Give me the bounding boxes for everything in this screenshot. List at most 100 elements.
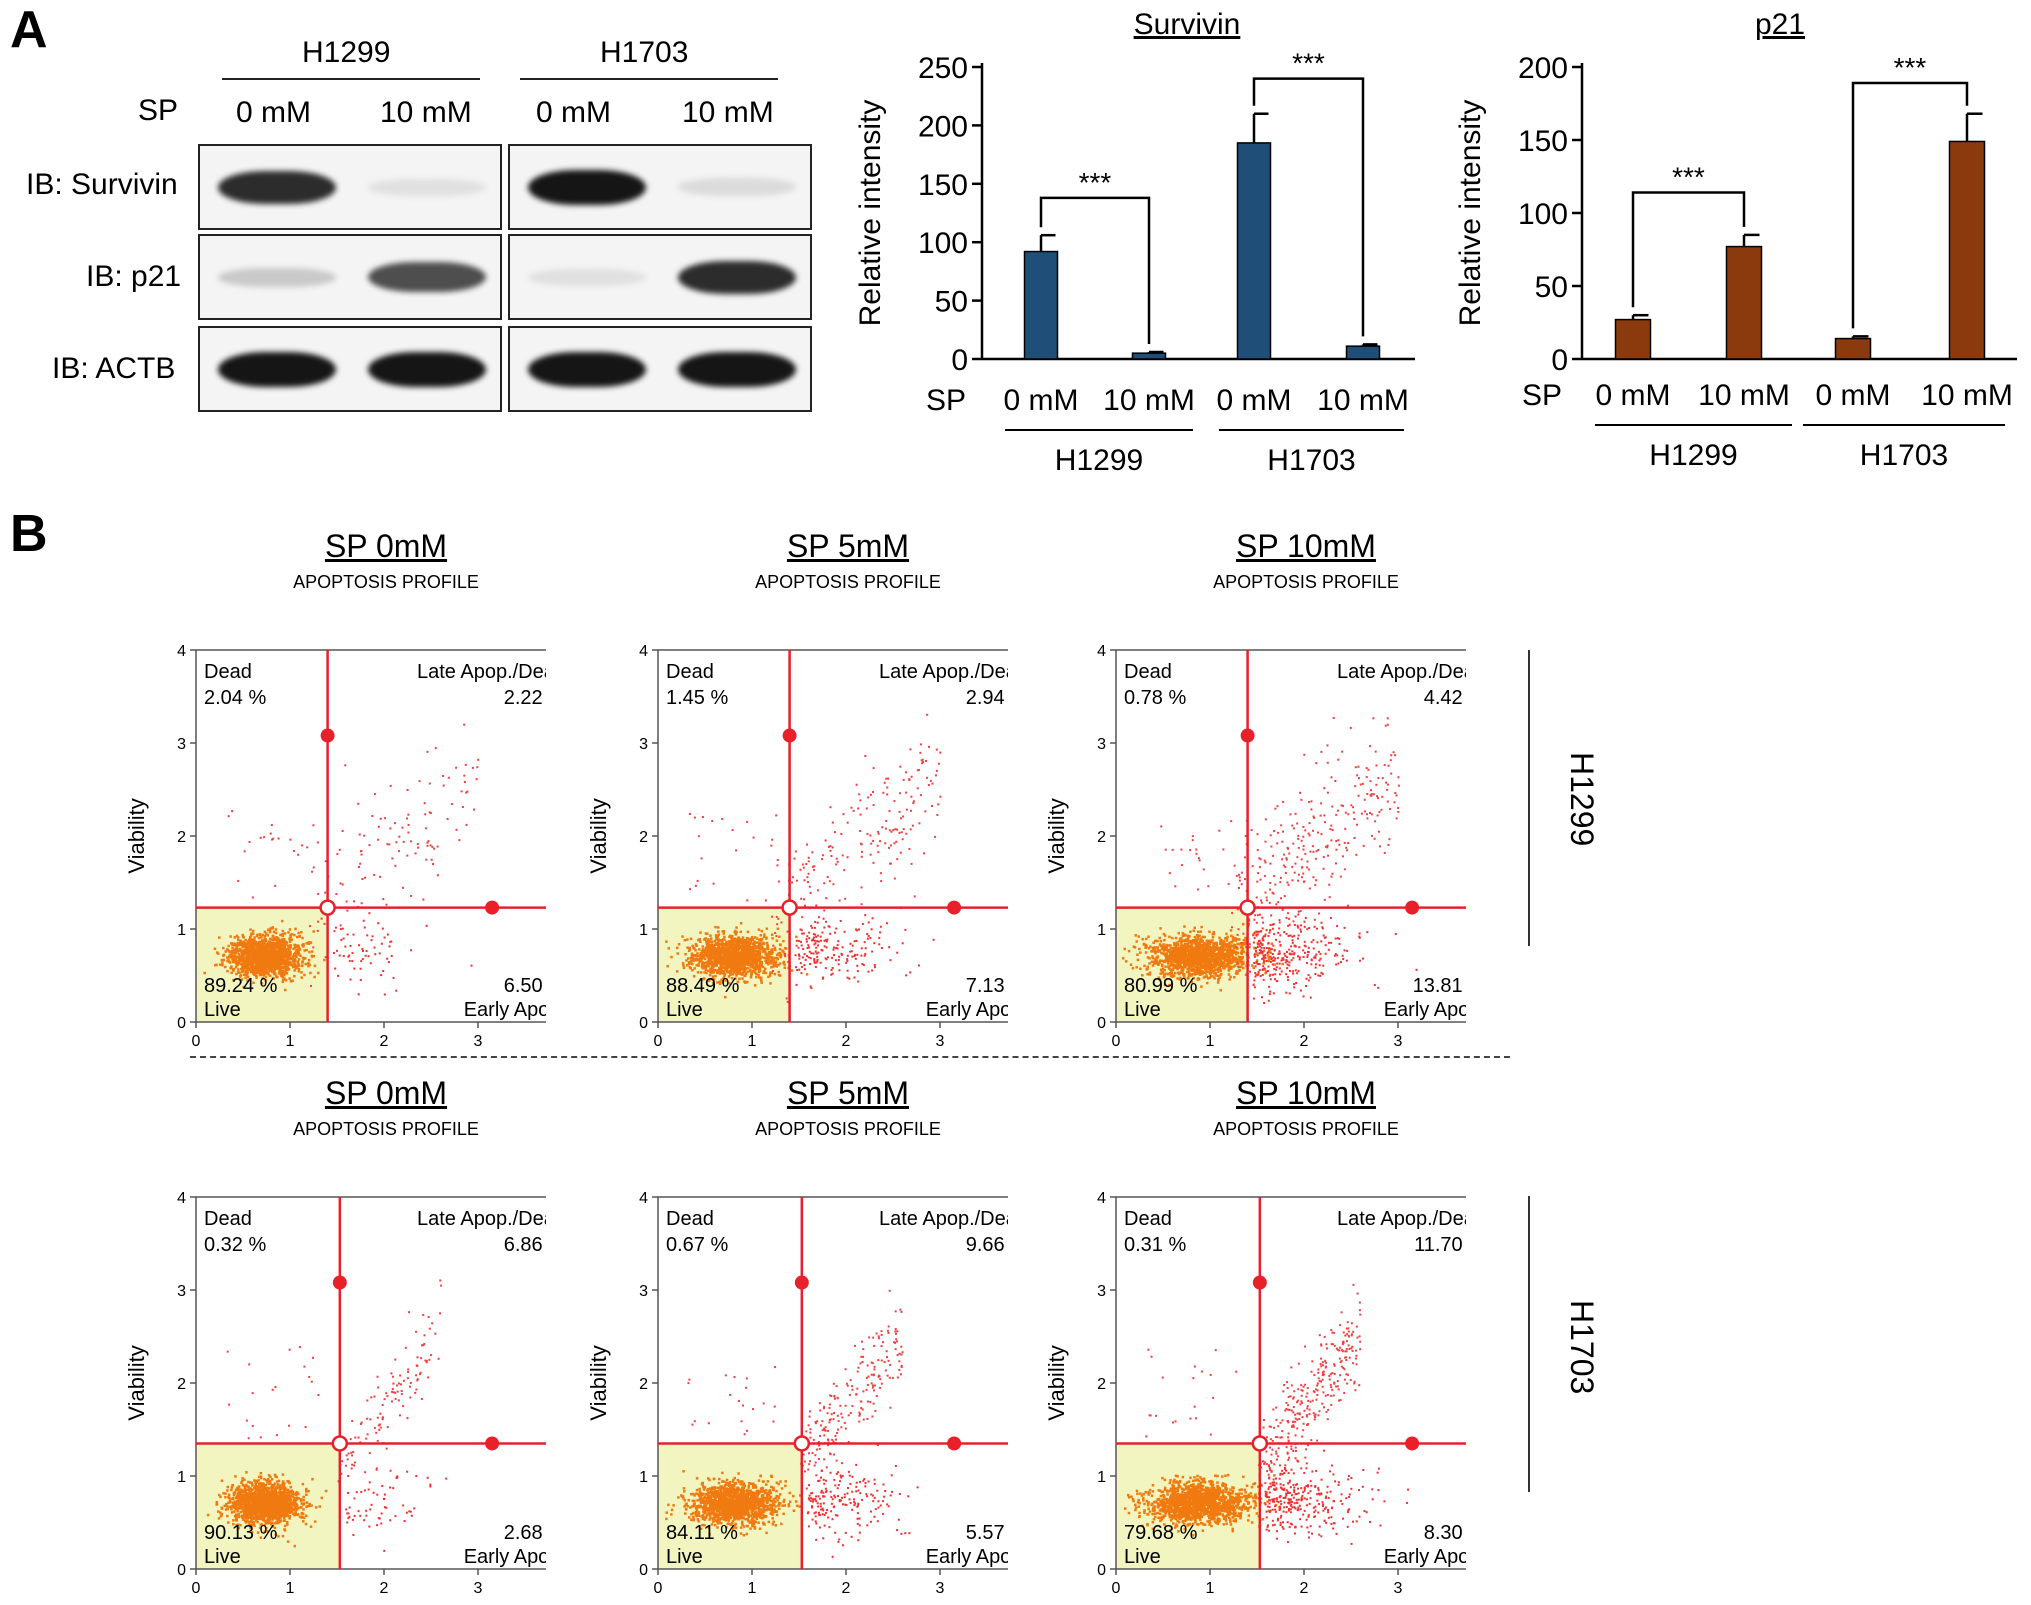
data-point <box>827 925 829 927</box>
data-point <box>1197 931 1200 934</box>
data-point <box>745 953 748 956</box>
data-point <box>908 848 910 850</box>
data-point <box>905 771 907 773</box>
data-point <box>741 952 744 955</box>
data-point <box>854 940 856 942</box>
blot-band-p21-1 <box>218 268 336 287</box>
data-point <box>1191 957 1194 960</box>
data-point <box>260 936 263 939</box>
data-point <box>233 960 236 963</box>
data-point <box>880 880 882 882</box>
data-point <box>757 974 760 977</box>
data-point <box>795 936 798 939</box>
data-point <box>903 828 905 830</box>
data-point <box>1153 948 1156 951</box>
data-point <box>1221 954 1224 957</box>
data-point <box>910 828 912 830</box>
data-point <box>337 975 339 977</box>
data-point <box>739 970 742 973</box>
data-point <box>1220 970 1223 973</box>
data-point <box>1189 946 1192 949</box>
data-point <box>939 796 941 798</box>
data-point <box>1164 965 1167 968</box>
data-point <box>273 950 276 953</box>
data-point <box>1130 963 1133 966</box>
data-point <box>1228 965 1231 968</box>
data-point <box>364 927 366 929</box>
data-point <box>748 957 751 960</box>
data-point <box>261 944 264 947</box>
data-point <box>766 927 769 930</box>
data-point <box>735 959 738 962</box>
data-point <box>1226 949 1229 952</box>
data-point <box>274 885 276 887</box>
data-point <box>435 747 437 749</box>
data-point <box>301 937 304 940</box>
data-point <box>899 811 901 813</box>
data-point <box>394 865 396 867</box>
data-point <box>872 791 874 793</box>
data-point <box>407 814 409 816</box>
data-point <box>817 889 819 891</box>
data-point <box>690 938 693 941</box>
data-point <box>850 807 852 809</box>
data-point <box>237 960 240 963</box>
data-point <box>1137 959 1140 962</box>
data-point <box>1216 944 1219 947</box>
group-label: H1703 <box>1860 439 1948 472</box>
data-point <box>1267 954 1270 957</box>
data-point <box>289 940 292 943</box>
data-point <box>825 839 827 841</box>
data-point <box>765 972 768 975</box>
data-point <box>241 966 244 969</box>
data-point <box>731 951 734 954</box>
data-point <box>835 959 837 961</box>
data-point <box>293 934 296 937</box>
data-point <box>1200 930 1203 933</box>
data-point <box>825 921 827 923</box>
data-point <box>472 767 474 769</box>
data-point <box>237 880 239 882</box>
data-point <box>834 831 836 833</box>
data-point <box>803 879 805 881</box>
data-point <box>300 931 303 934</box>
data-point <box>925 760 927 762</box>
data-point <box>1220 946 1223 949</box>
data-point <box>704 958 707 961</box>
data-point <box>718 958 721 961</box>
data-point <box>217 952 220 955</box>
data-point <box>765 937 768 940</box>
data-point <box>774 932 776 934</box>
data-point <box>755 973 758 976</box>
data-point <box>813 952 815 954</box>
data-point <box>806 935 808 937</box>
blot-cellline-h1703: H1703 <box>600 36 688 70</box>
data-point <box>1238 943 1241 946</box>
data-point <box>928 784 930 786</box>
data-point <box>827 956 829 958</box>
data-point <box>226 970 229 973</box>
data-point <box>344 946 346 948</box>
data-point <box>282 979 285 982</box>
data-point <box>853 977 855 979</box>
data-point <box>1183 925 1186 928</box>
data-point <box>339 849 341 851</box>
data-point <box>796 969 798 971</box>
data-point <box>262 934 265 937</box>
data-point <box>823 909 825 911</box>
data-point <box>909 748 911 750</box>
data-point <box>822 854 824 856</box>
data-point <box>795 850 797 852</box>
data-point <box>800 962 802 964</box>
data-point <box>784 955 786 957</box>
data-point <box>1136 953 1139 956</box>
data-point <box>230 965 233 968</box>
blot-dose-3: 0 mM <box>536 96 611 130</box>
data-point <box>865 947 867 949</box>
data-point <box>791 969 794 972</box>
data-point <box>382 898 384 900</box>
data-point <box>762 972 765 975</box>
data-point <box>1281 963 1284 966</box>
data-point <box>1161 947 1164 950</box>
